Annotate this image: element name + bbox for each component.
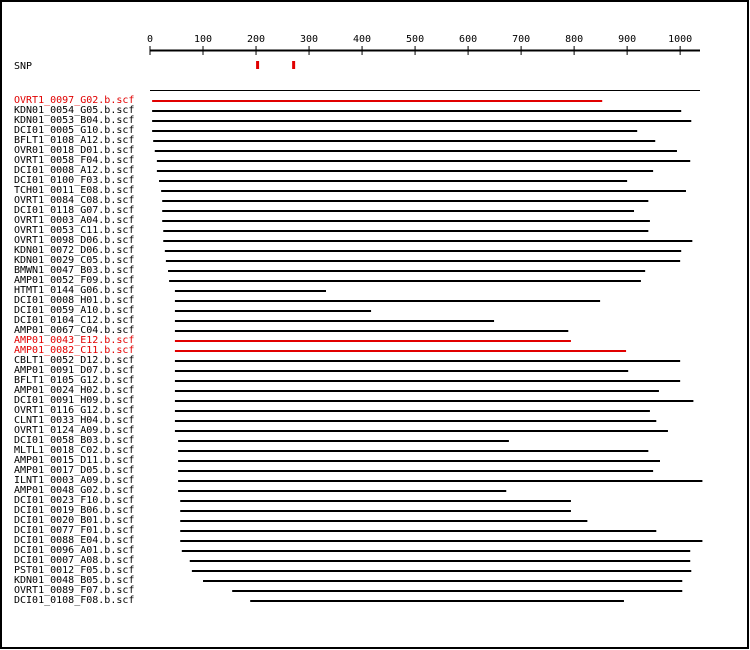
read-name: OVRT1_0116_G12.b.scf <box>14 405 134 416</box>
read-name: OVRT1_0089_F07.b.scf <box>14 585 134 596</box>
read-name: DCI01_0091_H09.b.scf <box>14 395 134 406</box>
snp-label: SNP <box>14 61 32 72</box>
read-name: ILNT1_0003_A09.b.scf <box>14 475 134 486</box>
read-name: AMP01_0015_D11.b.scf <box>14 455 134 466</box>
read-name: AMP01_0052_F09.b.scf <box>14 275 134 286</box>
snp-marker <box>256 61 260 69</box>
read-name: DCI01_0008_A12.b.scf <box>14 165 134 176</box>
read-name: DCI01_0096_A01.b.scf <box>14 545 134 556</box>
read-name: KDN01_0072_D06.b.scf <box>14 245 134 256</box>
read-name: OVRT1_0098_D06.b.scf <box>14 235 134 246</box>
x-tick-label: 200 <box>247 34 265 45</box>
read-name: CLNT1_0033_H04.b.scf <box>14 415 134 426</box>
read-name: OVRT1_0003_A04.b.scf <box>14 215 134 226</box>
x-tick-label: 900 <box>618 34 636 45</box>
read-name: DCI01_0108_F08.b.scf <box>14 595 134 606</box>
snp-marker <box>292 61 296 69</box>
read-name: BMWN1_0047_B03.b.scf <box>14 265 134 276</box>
read-name: DCI01_0005_G10.b.scf <box>14 125 134 136</box>
x-tick-label: 500 <box>406 34 424 45</box>
read-name: HTMT1_0144_G06.b.scf <box>14 285 134 296</box>
read-name: OVRT1_0124_A09.b.scf <box>14 425 134 436</box>
read-name: OVRT1_0084_C08.b.scf <box>14 195 134 206</box>
read-name: AMP01_0024_H02.b.scf <box>14 385 134 396</box>
x-tick-label: 800 <box>565 34 583 45</box>
read-name: DCI01_0008_H01.b.scf <box>14 295 134 306</box>
x-tick-label: 700 <box>512 34 530 45</box>
x-tick-label: 400 <box>353 34 371 45</box>
read-name: DCI01_0020_B01.b.scf <box>14 515 134 526</box>
read-name: DCI01_0058_B03.b.scf <box>14 435 134 446</box>
x-tick-label: 300 <box>300 34 318 45</box>
read-name: AMP01_0067_C04.b.scf <box>14 325 134 336</box>
read-name: TCH01_0011_E08.b.scf <box>14 185 134 196</box>
read-name: KDN01_0054_G05.b.scf <box>14 105 134 116</box>
x-tick-label: 100 <box>194 34 212 45</box>
read-name: DCI01_0088_E04.b.scf <box>14 535 134 546</box>
read-name: KDN01_0029_C05.b.scf <box>14 255 134 266</box>
read-name: AMP01_0017_D05.b.scf <box>14 465 134 476</box>
read-name: OVRT1_0058_F04.b.scf <box>14 155 134 166</box>
read-name: DCI01_0118_G07.b.scf <box>14 205 134 216</box>
read-name: OVRT1_0097_G02.b.scf <box>14 95 134 106</box>
read-name: BFLT1_0105_G12.b.scf <box>14 375 134 386</box>
read-name: DCI01_0023_F10.b.scf <box>14 495 134 506</box>
read-name: BFLT1_0108_A12.b.scf <box>14 135 134 146</box>
read-name: AMP01_0048_G02.b.scf <box>14 485 134 496</box>
read-name: MLTL1_0018_C02.b.scf <box>14 445 134 456</box>
read-name: DCI01_0007_A08.b.scf <box>14 555 134 566</box>
read-name: DCI01_0019_B06.b.scf <box>14 505 134 516</box>
read-name: AMP01_0091_D07.b.scf <box>14 365 134 376</box>
read-name: OVRT1_0053_C11.b.scf <box>14 225 134 236</box>
x-tick-label: 1000 <box>668 34 692 45</box>
x-tick-label: 600 <box>459 34 477 45</box>
read-name: DCI01_0100_F03.b.scf <box>14 175 134 186</box>
read-name: DCI01_0059_A10.b.scf <box>14 305 134 316</box>
read-name: AMP01_0043_E12.b.scf <box>14 335 134 346</box>
read-name: AMP01_0082_C11.b.scf <box>14 345 134 356</box>
read-name: KDN01_0053_B04.b.scf <box>14 115 134 126</box>
read-name: PST01_0012_F05.b.scf <box>14 565 134 576</box>
read-name: KDN01_0048_B05.b.scf <box>14 575 134 586</box>
read-name: DCI01_0104_C12.b.scf <box>14 315 134 326</box>
x-tick-label: 0 <box>147 34 153 45</box>
read-name: OVR01_0018_D01.b.scf <box>14 145 134 156</box>
read-name: DCI01_0077_F01.b.scf <box>14 525 134 536</box>
read-name: CBLT1_0052_D12.b.scf <box>14 355 134 366</box>
